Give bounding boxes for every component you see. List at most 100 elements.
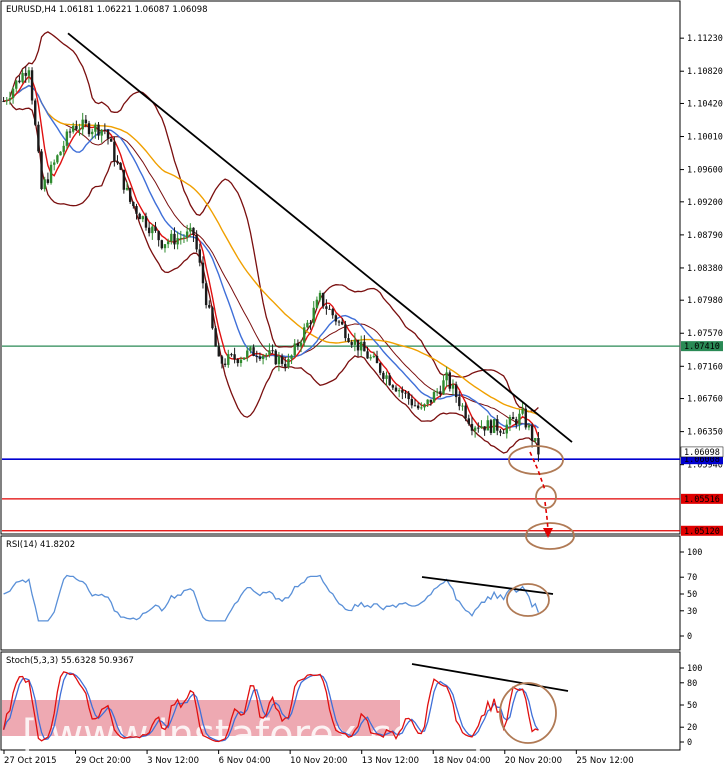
candle-body	[363, 341, 366, 352]
candle-body	[492, 419, 496, 433]
candle-body	[489, 420, 493, 433]
candle-body	[394, 387, 398, 392]
candle-body	[18, 80, 21, 83]
candle-body	[220, 356, 224, 364]
current-price-tag	[680, 446, 724, 458]
candle-body	[515, 419, 518, 425]
candle-body	[100, 129, 103, 136]
candle-body	[337, 321, 341, 323]
candle-body	[94, 124, 97, 132]
candle-body	[122, 169, 126, 190]
candle-body	[350, 342, 353, 345]
candle-body	[432, 392, 436, 403]
candle-body	[135, 206, 138, 214]
candle-body	[56, 155, 59, 163]
candle-body	[223, 363, 227, 365]
stoch-tick-label: 80	[687, 679, 697, 689]
candle-body	[163, 244, 167, 249]
time-tick-label: 25 Nov 12:00	[576, 756, 633, 766]
price-level-tag	[681, 493, 723, 504]
bollinger-lower	[9, 102, 539, 454]
candle-body	[90, 131, 94, 135]
candle-body	[249, 347, 252, 351]
candle-body	[315, 299, 319, 308]
candle-body	[445, 372, 448, 381]
price-tick-label: 1.07980	[687, 296, 723, 306]
candle-body	[21, 72, 24, 83]
candle-body	[296, 343, 300, 347]
candle-body	[435, 391, 439, 393]
candle-body	[128, 187, 132, 202]
candle-body	[233, 354, 236, 360]
candle-body	[239, 359, 243, 364]
candle-body	[483, 426, 486, 431]
rsi-ellipse	[506, 583, 550, 617]
candle-body	[429, 399, 433, 403]
rsi-series	[3, 574, 554, 622]
price-tick-label: 1.09200	[687, 198, 723, 208]
symbol-header: EURUSD,H4 1.06181 1.06221 1.06087 1.0609…	[6, 5, 208, 15]
candle-body	[255, 356, 258, 358]
price-tick-label: 1.07570	[687, 329, 723, 339]
candle-body	[499, 430, 502, 433]
candle-body	[138, 213, 141, 220]
candle-body	[59, 151, 62, 156]
resistance-trendline	[67, 32, 573, 443]
candle-body	[204, 283, 208, 306]
candle-body	[179, 237, 183, 239]
candle-body	[246, 350, 249, 358]
candle-body	[534, 437, 537, 441]
candle-body	[5, 100, 8, 102]
slow-ma-line	[3, 84, 539, 416]
candle-body	[458, 397, 461, 407]
candle-body	[407, 392, 410, 400]
candle-body	[116, 161, 119, 164]
candle-body	[78, 129, 81, 131]
candle-body	[388, 375, 391, 386]
candle-body	[208, 305, 211, 308]
candle-body	[511, 417, 515, 420]
candle-body	[280, 356, 284, 364]
candle-body	[426, 399, 429, 405]
price-tick-label: 1.09600	[687, 166, 723, 176]
candle-body	[461, 405, 464, 407]
candle-body	[182, 237, 186, 239]
candle-body	[81, 119, 84, 130]
candle-body	[309, 322, 312, 324]
candle-body	[68, 131, 72, 133]
price-tick-label: 1.05940	[687, 461, 723, 471]
candle-body	[496, 419, 499, 431]
candle-body	[252, 347, 255, 357]
candle-body	[43, 179, 46, 190]
stoch-tick-label: 50	[687, 701, 697, 711]
candle-body	[192, 227, 195, 235]
candle-body	[473, 427, 477, 431]
candle-body	[347, 338, 350, 343]
candle-body	[331, 309, 334, 316]
candle-body	[265, 354, 268, 356]
time-tick-label: 3 Nov 12:00	[147, 756, 199, 766]
candle-body	[198, 249, 201, 263]
projection-arrowhead	[543, 528, 553, 538]
candle-body	[46, 179, 50, 183]
stoch-tick-label: 0	[687, 738, 692, 748]
candle-body	[293, 343, 296, 356]
time-tick-label: 10 Nov 20:00	[290, 756, 347, 766]
price-levels	[2, 345, 680, 532]
watermark-text: [ www.instaforex.com ]	[22, 712, 483, 758]
candle-body	[30, 70, 34, 101]
candle-body	[318, 292, 322, 300]
candle-body	[284, 363, 287, 367]
candle-body	[334, 315, 338, 322]
candle-body	[211, 307, 214, 329]
candle-body	[34, 100, 37, 125]
candle-body	[154, 226, 157, 231]
candle-body	[325, 306, 328, 309]
candle-body	[201, 262, 205, 284]
first-target-ellipse	[535, 485, 557, 509]
price-panel	[0, 0, 681, 535]
candle-body	[322, 292, 325, 307]
candle-body	[416, 405, 420, 409]
candle-body	[518, 413, 521, 425]
